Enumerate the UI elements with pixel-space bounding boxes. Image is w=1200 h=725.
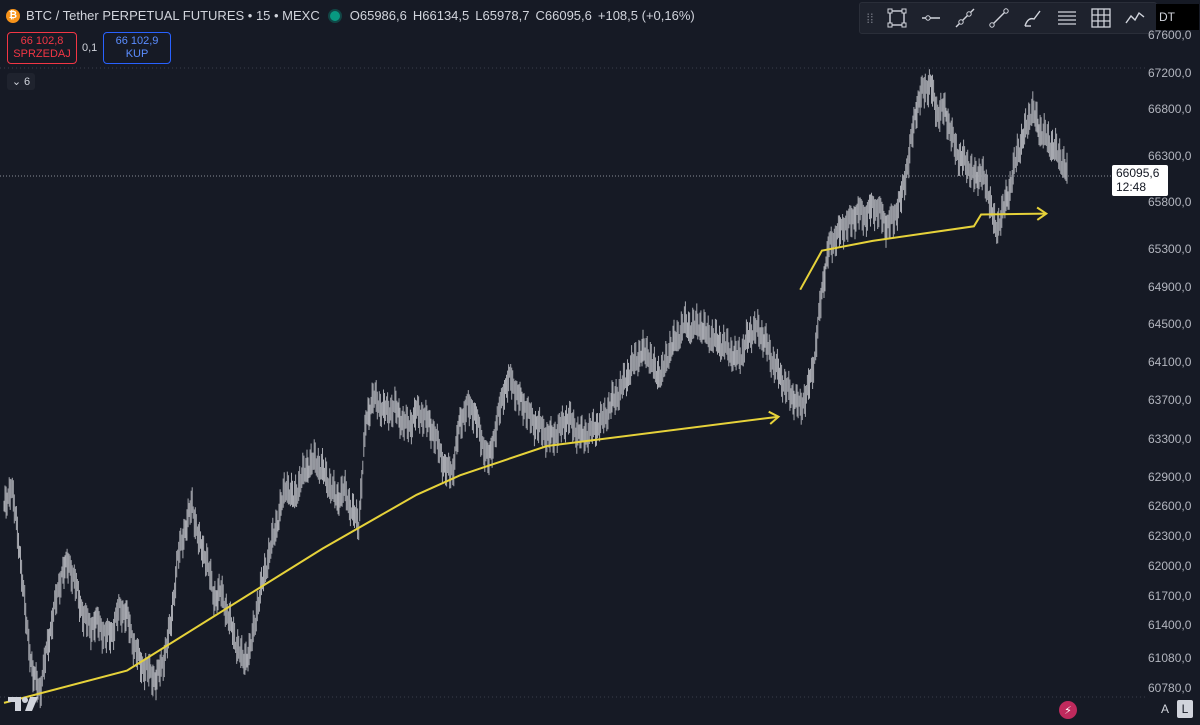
axis-label: 63300,0 [1148,432,1192,446]
buy-label: KUP [125,48,149,60]
auto-scale-button[interactable]: A [1160,702,1169,716]
buy-price: 66 102,9 [115,35,159,47]
market-open-icon [329,10,340,21]
axis-label: 64100,0 [1148,355,1192,369]
sell-price: 66 102,8 [20,35,64,47]
axis-label: 62600,0 [1148,499,1192,513]
axis-label: 61700,0 [1148,589,1192,603]
grid-icon[interactable] [1084,4,1118,32]
indicator-count: 6 [24,75,31,88]
ohlc-low: L65978,7 [475,8,530,23]
axis-label: 66300,0 [1148,149,1192,163]
arrow-head-icon [1036,206,1049,221]
axis-label: 62300,0 [1148,529,1192,543]
axis-label: 66800,0 [1148,102,1192,116]
current-price-tag: 66095,6 12:48 [1112,165,1168,196]
ohlc-high: H66134,5 [412,8,470,23]
symbol-header: ₿ BTC / Tether PERPETUAL FUTURES • 15 • … [6,8,695,23]
axis-label: 67600,0 [1148,28,1192,42]
sell-button[interactable]: 66 102,8 SPRZEDAJ [7,32,77,64]
axis-label: 62000,0 [1148,559,1192,573]
trend-line-1[interactable] [3,415,779,704]
ohlc-values: O65986,6 H66134,5 L65978,7 C66095,6 +108… [350,8,695,23]
bitcoin-icon: ₿ [6,8,20,23]
trend-annotations [3,206,1049,704]
axis-label: 67200,0 [1148,66,1192,80]
axis-label: 61080,0 [1148,651,1192,665]
axis-label: 63700,0 [1148,393,1192,407]
ohlc-open: O65986,6 [349,8,407,23]
axis-label: 65300,0 [1148,242,1192,256]
rectangle-icon[interactable] [880,4,914,32]
bar-countdown: 12:48 [1116,180,1147,194]
axis-label: 65800,0 [1148,195,1192,209]
trend-line-icon[interactable] [948,4,982,32]
axis-label: 64900,0 [1148,280,1192,294]
price-series [3,69,1068,709]
horizontal-line-icon[interactable] [914,4,948,32]
lightning-icon[interactable]: ⚡ [1059,701,1077,719]
ohlc-close: C66095,6 [535,8,592,23]
brush-icon[interactable] [1016,4,1050,32]
buy-button[interactable]: 66 102,9 KUP [103,32,171,64]
log-scale-button[interactable]: L [1177,700,1193,718]
arrow-head-icon [768,410,781,425]
price-axis[interactable]: 67600,0 67200,0 66800,0 66300,0 65800,0 … [1148,0,1200,725]
axis-label: 60780,0 [1148,681,1192,695]
trend-line-2[interactable] [799,212,1047,291]
current-price: 66095,6 [1116,166,1160,180]
drawing-toolbar: ⁞⁞ [859,2,1157,34]
chevron-down-icon: ⌄ [11,76,22,88]
price-change: +108,5 (+0,16%) [597,8,695,23]
sell-label: SPRZEDAJ [13,48,71,60]
line-chart-icon[interactable] [1118,4,1152,32]
axis-label: 62900,0 [1148,470,1192,484]
symbol-title[interactable]: BTC / Tether PERPETUAL FUTURES • 15 • ME… [26,8,320,23]
axis-label: 61400,0 [1148,618,1192,632]
tradingview-logo-icon[interactable] [8,694,40,714]
spread-value: 0,1 [82,42,98,54]
indicators-toggle[interactable]: ⌄ 6 [7,73,35,90]
currency-chip[interactable]: DT [1156,4,1199,30]
axis-label: 64500,0 [1148,317,1192,331]
ray-icon[interactable] [982,4,1016,32]
fib-retracement-icon[interactable] [1050,4,1084,32]
drag-handle-icon[interactable]: ⁞⁞ [866,10,874,26]
